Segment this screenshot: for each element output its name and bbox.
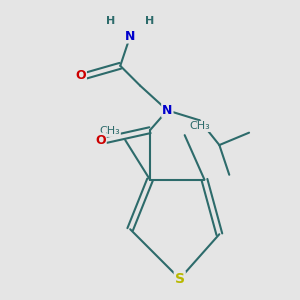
Text: N: N [125,30,135,43]
Text: CH₃: CH₃ [190,122,210,131]
Text: H: H [106,16,115,26]
Text: CH₃: CH₃ [100,126,120,136]
Text: O: O [75,69,86,82]
Text: N: N [162,104,172,117]
Text: O: O [95,134,106,147]
Text: S: S [175,272,185,286]
Text: H: H [146,16,154,26]
